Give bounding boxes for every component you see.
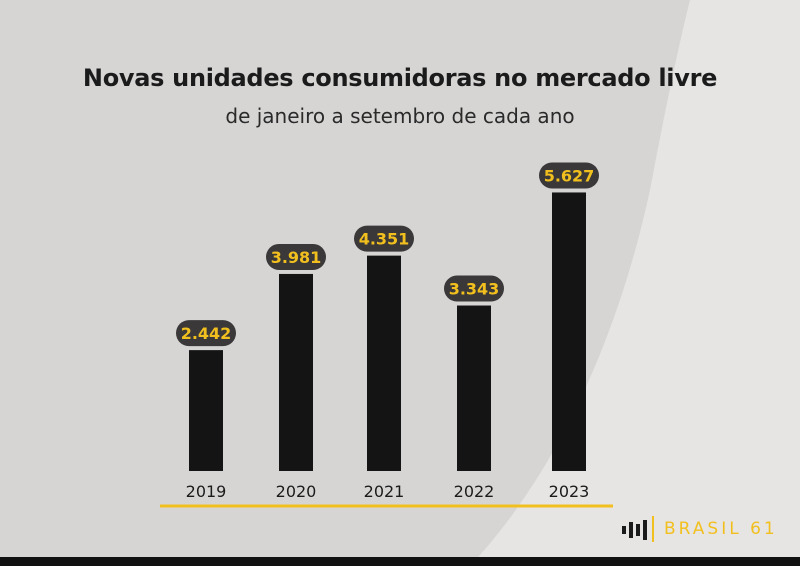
data-label: 5.627 — [544, 166, 595, 185]
data-label-bg — [354, 225, 414, 252]
data-label-bg — [444, 275, 504, 302]
brand-name: BRASIL 61 — [664, 519, 778, 539]
sound-bars-icon — [622, 516, 654, 542]
bar — [457, 305, 491, 471]
bar — [189, 350, 223, 471]
x-tick-label: 2021 — [364, 482, 405, 501]
brand-logo: BRASIL 61 — [618, 516, 778, 542]
bottom-band — [0, 557, 800, 566]
data-label: 4.351 — [359, 230, 410, 249]
x-tick-label: 2022 — [454, 482, 495, 501]
x-tick-label: 2020 — [276, 482, 317, 501]
data-label-bg — [176, 320, 236, 347]
data-label: 3.343 — [449, 280, 500, 299]
data-label: 3.981 — [271, 248, 322, 267]
x-tick-label: 2023 — [549, 482, 590, 501]
bar — [279, 273, 313, 471]
chart-title: Novas unidades consumidoras no mercado l… — [82, 64, 718, 92]
x-tick-label: 2019 — [186, 482, 227, 501]
data-label-bg — [539, 162, 599, 189]
chart-subtitle: de janeiro a setembro de cada ano — [225, 104, 575, 128]
bar — [367, 255, 401, 471]
data-label: 2.442 — [181, 324, 232, 343]
data-label-bg — [266, 243, 326, 270]
bar — [552, 192, 586, 471]
